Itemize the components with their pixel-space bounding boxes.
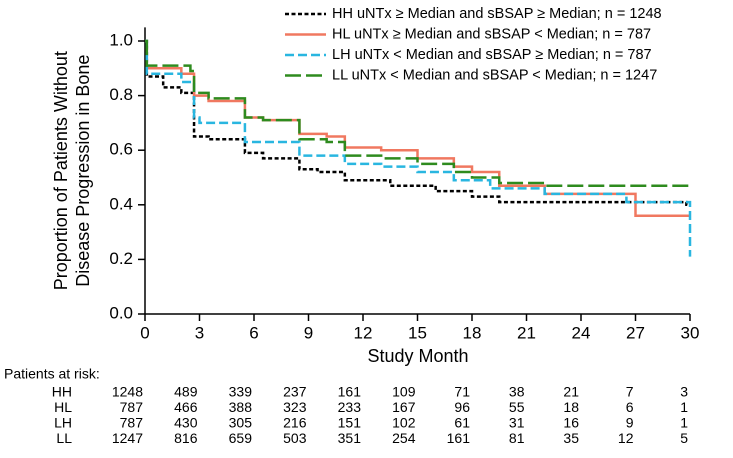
x-tick-label: 24 xyxy=(572,323,591,342)
legend-label: LH uNTx < Median and sBSAP ≥ Median; n =… xyxy=(332,47,652,63)
y-tick-label: 0.4 xyxy=(109,194,133,213)
risk-count: 233 xyxy=(338,399,362,415)
x-tick-label: 6 xyxy=(249,323,258,342)
risk-count: 161 xyxy=(338,384,362,400)
risk-count: 38 xyxy=(509,384,525,400)
risk-count: 5 xyxy=(680,430,688,446)
risk-count: 61 xyxy=(454,415,470,431)
risk-row-label: LH xyxy=(54,415,72,431)
risk-count: 466 xyxy=(174,399,198,415)
risk-count: 16 xyxy=(563,415,579,431)
risk-count: 71 xyxy=(454,384,470,400)
risk-count: 167 xyxy=(392,399,416,415)
legend-label: HH uNTx ≥ Median and sBSAP ≥ Median; n =… xyxy=(332,6,662,22)
x-tick-label: 0 xyxy=(140,323,149,342)
risk-count: 9 xyxy=(626,415,634,431)
risk-count: 787 xyxy=(120,415,144,431)
risk-count: 55 xyxy=(509,399,525,415)
risk-count: 1 xyxy=(680,415,688,431)
risk-count: 216 xyxy=(283,415,307,431)
risk-count: 1247 xyxy=(112,430,143,446)
y-tick-label: 0.8 xyxy=(109,85,133,104)
x-tick-label: 15 xyxy=(408,323,427,342)
risk-row-label: HL xyxy=(54,399,72,415)
risk-count: 430 xyxy=(174,415,198,431)
risk-count: 96 xyxy=(454,399,470,415)
risk-count: 12 xyxy=(618,430,634,446)
risk-count: 1248 xyxy=(112,384,143,400)
x-tick-label: 18 xyxy=(463,323,482,342)
risk-count: 3 xyxy=(680,384,688,400)
risk-count: 305 xyxy=(229,415,253,431)
y-tick-label: 1.0 xyxy=(109,30,133,49)
risk-count: 489 xyxy=(174,384,198,400)
risk-count: 102 xyxy=(392,415,416,431)
risk-count: 254 xyxy=(392,430,416,446)
risk-count: 81 xyxy=(509,430,525,446)
risk-count: 21 xyxy=(563,384,579,400)
risk-count: 7 xyxy=(626,384,634,400)
legend-label: HL uNTx ≥ Median and sBSAP < Median; n =… xyxy=(332,26,651,42)
risk-count: 388 xyxy=(229,399,253,415)
risk-count: 503 xyxy=(283,430,307,446)
legend-label: LL uNTx < Median and sBSAP < Median; n =… xyxy=(332,67,657,83)
risk-count: 35 xyxy=(563,430,579,446)
risk-count: 351 xyxy=(338,430,362,446)
risk-count: 161 xyxy=(447,430,471,446)
risk-count: 323 xyxy=(283,399,307,415)
risk-count: 31 xyxy=(509,415,525,431)
y-axis-label: Proportion of Patients Without xyxy=(51,51,71,290)
y-tick-label: 0.2 xyxy=(109,249,133,268)
risk-row-label: LL xyxy=(56,430,72,446)
x-tick-label: 21 xyxy=(517,323,536,342)
risk-count: 109 xyxy=(392,384,416,400)
x-tick-label: 12 xyxy=(354,323,373,342)
risk-count: 1 xyxy=(680,399,688,415)
x-tick-label: 30 xyxy=(681,323,700,342)
risk-count: 339 xyxy=(229,384,253,400)
risk-count: 659 xyxy=(229,430,253,446)
risk-count: 237 xyxy=(283,384,307,400)
risk-count: 816 xyxy=(174,430,198,446)
x-axis-label: Study Month xyxy=(367,346,468,366)
km-curve xyxy=(145,39,692,257)
risk-count: 6 xyxy=(626,399,634,415)
y-axis-label: Disease Progression in Bone xyxy=(73,55,93,287)
risk-count: 787 xyxy=(120,399,144,415)
risk-count: 151 xyxy=(338,415,362,431)
x-tick-label: 3 xyxy=(195,323,204,342)
risk-count: 18 xyxy=(563,399,579,415)
km-curve xyxy=(145,39,690,207)
y-tick-label: 0.6 xyxy=(109,140,133,159)
risk-table-title: Patients at risk: xyxy=(4,366,100,382)
x-tick-label: 9 xyxy=(304,323,313,342)
x-tick-label: 27 xyxy=(626,323,645,342)
risk-row-label: HH xyxy=(52,384,72,400)
km-curve xyxy=(145,39,690,187)
y-tick-label: 0.0 xyxy=(109,303,133,322)
